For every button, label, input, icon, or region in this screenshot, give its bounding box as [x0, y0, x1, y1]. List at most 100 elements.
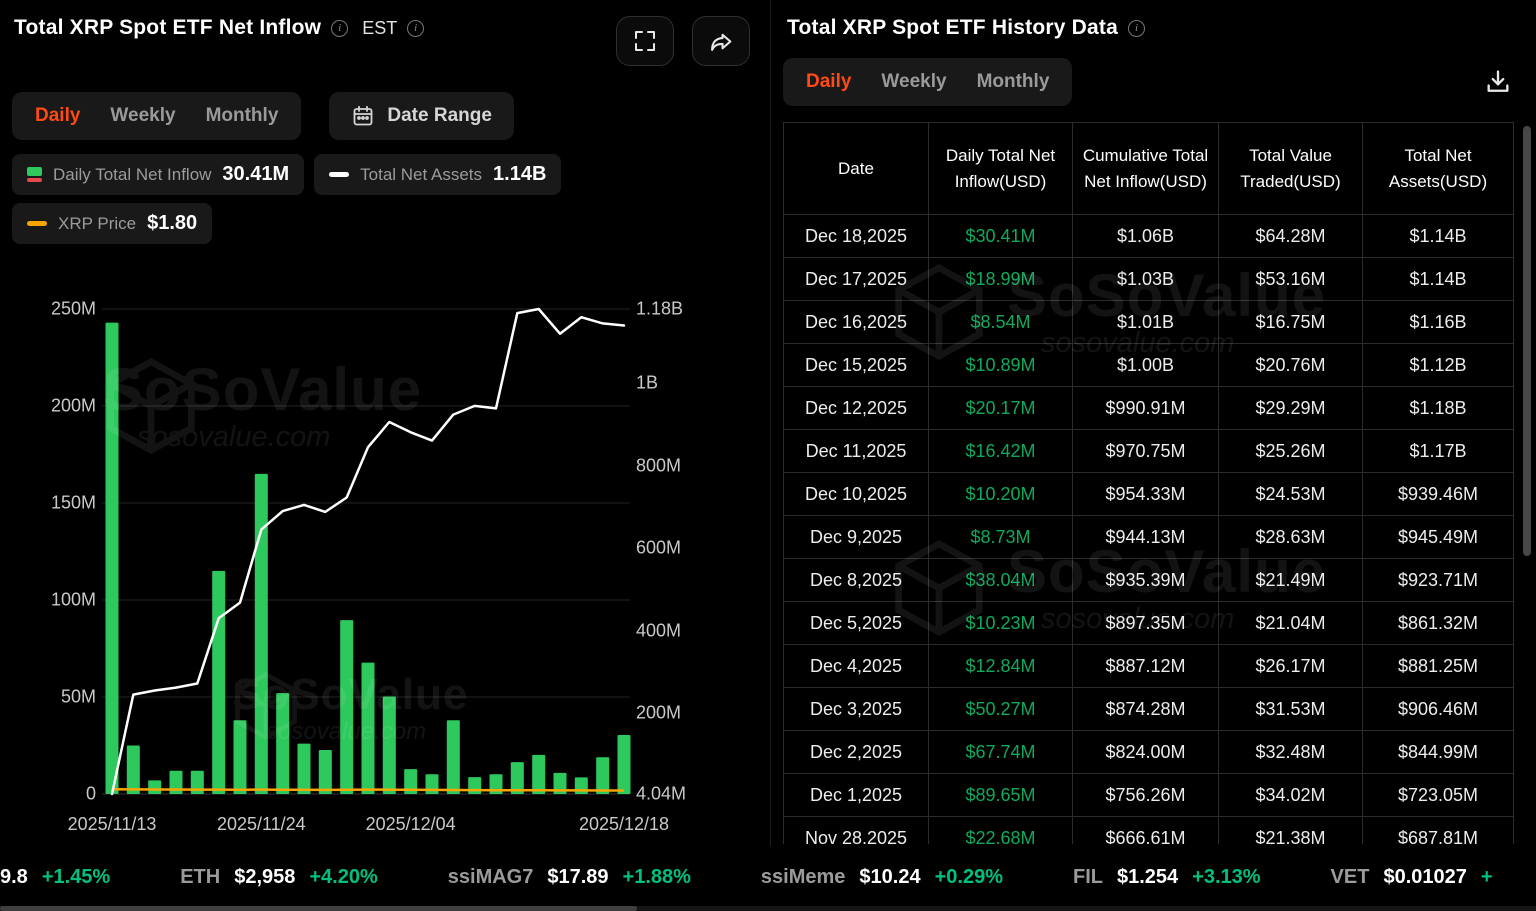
table-row: Dec 11,2025 $16.42M $970.75M $25.26M $1.17B [783, 429, 1514, 473]
date-cell: Dec 10,2025 [783, 472, 929, 516]
date-cell: Dec 8,2025 [783, 558, 929, 602]
column-header: Date [783, 122, 929, 215]
legend-value: 30.41M [222, 163, 290, 185]
date-cell: Dec 11,2025 [783, 429, 929, 473]
date-cell: Dec 3,2025 [783, 687, 929, 731]
history-title: Total XRP Spot ETF History Data [787, 16, 1118, 39]
table-row: Dec 1,2025 $89.65M $756.26M $34.02M $723.05M [783, 773, 1514, 817]
horizontal-scrollbar[interactable] [0, 906, 1536, 911]
value-cell: $20.76M [1218, 343, 1363, 387]
y-axis-right-tick: 1B [636, 372, 659, 393]
value-cell: $887.12M [1072, 644, 1219, 688]
date-cell: Dec 12,2025 [783, 386, 929, 430]
table-row: Dec 8,2025 $38.04M $935.39M $21.49M $923.71M [783, 558, 1514, 602]
info-icon[interactable]: i [1127, 19, 1145, 37]
table-row: Dec 2,2025 $67.74M $824.00M $32.48M $844.99M [783, 730, 1514, 774]
value-cell: $897.35M [1072, 601, 1219, 645]
download-button[interactable] [1478, 62, 1518, 102]
value-cell: $10.23M [928, 601, 1073, 645]
chart-tab-daily[interactable]: Daily [20, 92, 95, 140]
info-icon[interactable]: i [407, 19, 425, 37]
date-cell: Dec 5,2025 [783, 601, 929, 645]
ticker-item-ssimag7[interactable]: ssiMAG7 $17.89 +1.88% [448, 866, 691, 889]
value-cell: $1.18B [1362, 386, 1514, 430]
ticker-symbol: VET [1330, 865, 1370, 888]
value-cell: $64.28M [1218, 214, 1363, 258]
x-axis-tick: 2025/11/24 [216, 814, 306, 834]
ticker-price: 9.8 [0, 865, 28, 888]
value-cell: $666.61M [1072, 816, 1219, 844]
column-header: Total Net Assets(USD) [1362, 122, 1514, 215]
ticker-symbol: FIL [1072, 865, 1103, 888]
y-axis-right-tick: 600M [636, 537, 682, 558]
value-cell: $89.65M [928, 773, 1073, 817]
x-axis-tick: 2025/12/04 [365, 814, 456, 834]
history-tab-weekly[interactable]: Weekly [866, 58, 961, 106]
value-cell: $861.32M [1362, 601, 1514, 645]
ticker-change: +0.29% [934, 865, 1003, 888]
inflow-chart[interactable]: 250M 200M 150M 100M 50M 0 1.18B 1B 800M 600M 400M 2… [0, 276, 770, 846]
history-tab-daily[interactable]: Daily [791, 58, 866, 106]
ticker-item-eth[interactable]: ETH $2,958 +4.20% [180, 866, 378, 889]
share-button[interactable] [692, 16, 750, 66]
info-icon[interactable]: i [331, 19, 349, 37]
fullscreen-button[interactable] [616, 16, 674, 66]
chart-panel: Total XRP Spot ETF Net Inflow i EST i Da… [0, 0, 770, 846]
ticker-price: $10.24 [859, 865, 921, 888]
value-cell: $21.38M [1218, 816, 1363, 844]
value-cell: $8.73M [928, 515, 1073, 559]
legend-xrp-price[interactable]: XRP Price $1.80 [12, 203, 213, 244]
chart-tab-weekly[interactable]: Weekly [95, 92, 190, 140]
date-cell: Dec 16,2025 [783, 300, 929, 344]
legend-label: XRP Price [58, 213, 137, 233]
value-cell: $1.01B [1072, 300, 1219, 344]
legend-value: $1.80 [147, 212, 198, 234]
date-cell: Dec 15,2025 [783, 343, 929, 387]
ticker-item-vet[interactable]: VET $0.01027 + [1331, 866, 1493, 889]
history-tab-monthly[interactable]: Monthly [962, 58, 1065, 106]
legend-total-net-assets[interactable]: Total Net Assets 1.14B [314, 154, 562, 195]
value-cell: $31.53M [1218, 687, 1363, 731]
chart-header-actions [616, 16, 754, 66]
value-cell: $1.16B [1362, 300, 1514, 344]
chart-controls: Daily Weekly Monthly Date Range [0, 66, 770, 140]
value-cell: $874.28M [1072, 687, 1219, 731]
date-cell: Dec 1,2025 [783, 773, 929, 817]
column-header: Cumulative Total Net Inflow(USD) [1072, 122, 1219, 215]
ticker-item-partial[interactable]: 9.8 +1.45% [0, 866, 110, 889]
value-cell: $756.26M [1072, 773, 1219, 817]
legend-row: XRP Price $1.80 [12, 203, 213, 244]
date-range-button[interactable]: Date Range [329, 92, 514, 140]
ticker-change: +3.13% [1192, 865, 1261, 888]
value-cell: $21.04M [1218, 601, 1363, 645]
legend-daily-total-net-inflow[interactable]: Daily Total Net Inflow 30.41M [12, 154, 305, 195]
date-range-label: Date Range [387, 105, 492, 126]
value-cell: $923.71M [1362, 558, 1514, 602]
column-header: Total Value Traded(USD) [1218, 122, 1363, 215]
ticker-item-fil[interactable]: FIL $1.254 +3.13% [1073, 866, 1261, 889]
value-cell: $20.17M [928, 386, 1073, 430]
history-panel: Total XRP Spot ETF History Data i Daily W… [770, 0, 1536, 846]
horizontal-scrollbar-thumb[interactable] [0, 906, 637, 911]
value-cell: $34.02M [1218, 773, 1363, 817]
ticker-change: +1.88% [622, 865, 691, 888]
chart-title-wrap: Total XRP Spot ETF Net Inflow i EST i [14, 16, 425, 40]
value-cell: $844.99M [1362, 730, 1514, 774]
date-cell: Nov 28,2025 [783, 816, 929, 844]
value-cell: $1.14B [1362, 257, 1514, 301]
table-header-row: Date Daily Total Net Inflow(USD) Cumulativ… [783, 122, 1514, 215]
value-cell: $990.91M [1072, 386, 1219, 430]
value-cell: $723.05M [1362, 773, 1514, 817]
y-axis-left-tick: 200M [50, 395, 96, 416]
table-vertical-scrollbar[interactable] [1523, 126, 1531, 556]
value-cell: $939.46M [1362, 472, 1514, 516]
y-axis-right-tick: 400M [636, 620, 682, 641]
table-row: Dec 4,2025 $12.84M $887.12M $26.17M $881.25M [783, 644, 1514, 688]
ticker-price: $17.89 [547, 865, 609, 888]
ticker-item-ssimeme[interactable]: ssiMeme $10.24 +0.29% [761, 866, 1003, 889]
y-axis-left-tick: 50M [60, 686, 96, 707]
chart-title: Total XRP Spot ETF Net Inflow [14, 16, 322, 39]
table-body: Dec 18,2025 $30.41M $1.06B $64.28M $1.14B Dec… [783, 214, 1514, 844]
chart-tab-monthly[interactable]: Monthly [191, 92, 294, 140]
value-cell: $21.49M [1218, 558, 1363, 602]
